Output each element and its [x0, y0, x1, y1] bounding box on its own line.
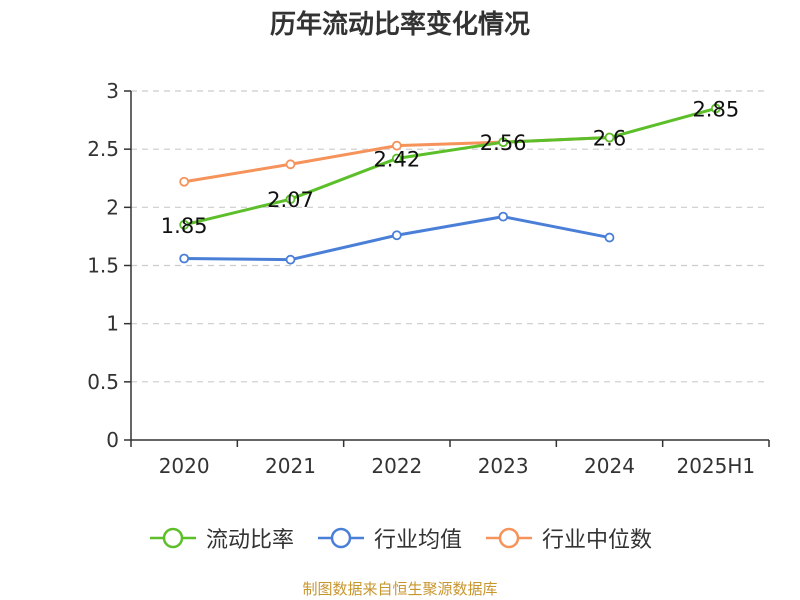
data-point	[179, 176, 190, 187]
data-point	[604, 132, 615, 143]
data-label: 1.85	[161, 214, 208, 238]
data-point	[285, 254, 296, 265]
data-label: 2.85	[692, 97, 739, 121]
y-tick-label: 1	[106, 312, 119, 336]
grid-lines	[131, 90, 769, 383]
data-point	[391, 153, 402, 164]
data-point	[285, 194, 296, 205]
legend-label: 行业均值	[373, 528, 462, 553]
legend-item[interactable]: 行业均值	[316, 522, 462, 554]
chart-title: 历年流动比率变化情况	[269, 10, 530, 40]
x-tick-label: 2025H1	[676, 454, 755, 478]
data-point	[391, 230, 402, 241]
data-point	[285, 159, 296, 170]
x-tick-label: 2024	[584, 454, 635, 478]
source-note: 制图数据来自恒生聚源数据库	[302, 580, 498, 598]
y-tick-label: 0.5	[87, 370, 119, 394]
data-point	[710, 103, 721, 114]
data-point	[391, 140, 402, 151]
data-point	[179, 219, 190, 230]
data-labels: 1.85 2.07 2.42 2.56 2.6 2.85	[161, 97, 739, 237]
legend-item[interactable]: 行业中位数	[484, 522, 652, 554]
legend-label: 行业中位数	[542, 528, 653, 553]
data-label: 2.56	[480, 131, 527, 155]
y-tick-label: 2.5	[87, 137, 119, 161]
series-line-0	[183, 107, 717, 227]
legend-swatch	[317, 527, 364, 549]
data-point	[498, 137, 509, 148]
data-point	[498, 211, 509, 222]
y-tick-label: 2	[106, 195, 119, 219]
axes: 0 0.5 1 1.5 2 2.5 3 2020 2021 2022 2023 2024 2025H1	[87, 79, 770, 478]
legend-swatch	[149, 527, 196, 549]
data-point	[604, 232, 615, 243]
legend-swatch	[486, 527, 532, 549]
y-tick-label: 3	[106, 79, 119, 103]
x-tick-label: 2021	[265, 454, 316, 478]
legend-item[interactable]: 流动比率	[148, 522, 294, 554]
y-tick-label: 0	[106, 428, 119, 452]
data-label: 2.07	[267, 188, 314, 212]
x-tick-label: 2022	[371, 454, 422, 478]
legend-label: 流动比率	[205, 528, 294, 553]
x-tick-label: 2023	[478, 454, 529, 478]
series-lines	[179, 103, 721, 265]
y-tick-label: 1.5	[87, 254, 119, 278]
data-label: 2.6	[593, 127, 626, 151]
legend: 流动比率 行业均值 行业中位数	[0, 518, 800, 558]
data-point	[179, 253, 190, 264]
x-tick-label: 2020	[159, 454, 210, 478]
data-label: 2.42	[373, 147, 420, 171]
